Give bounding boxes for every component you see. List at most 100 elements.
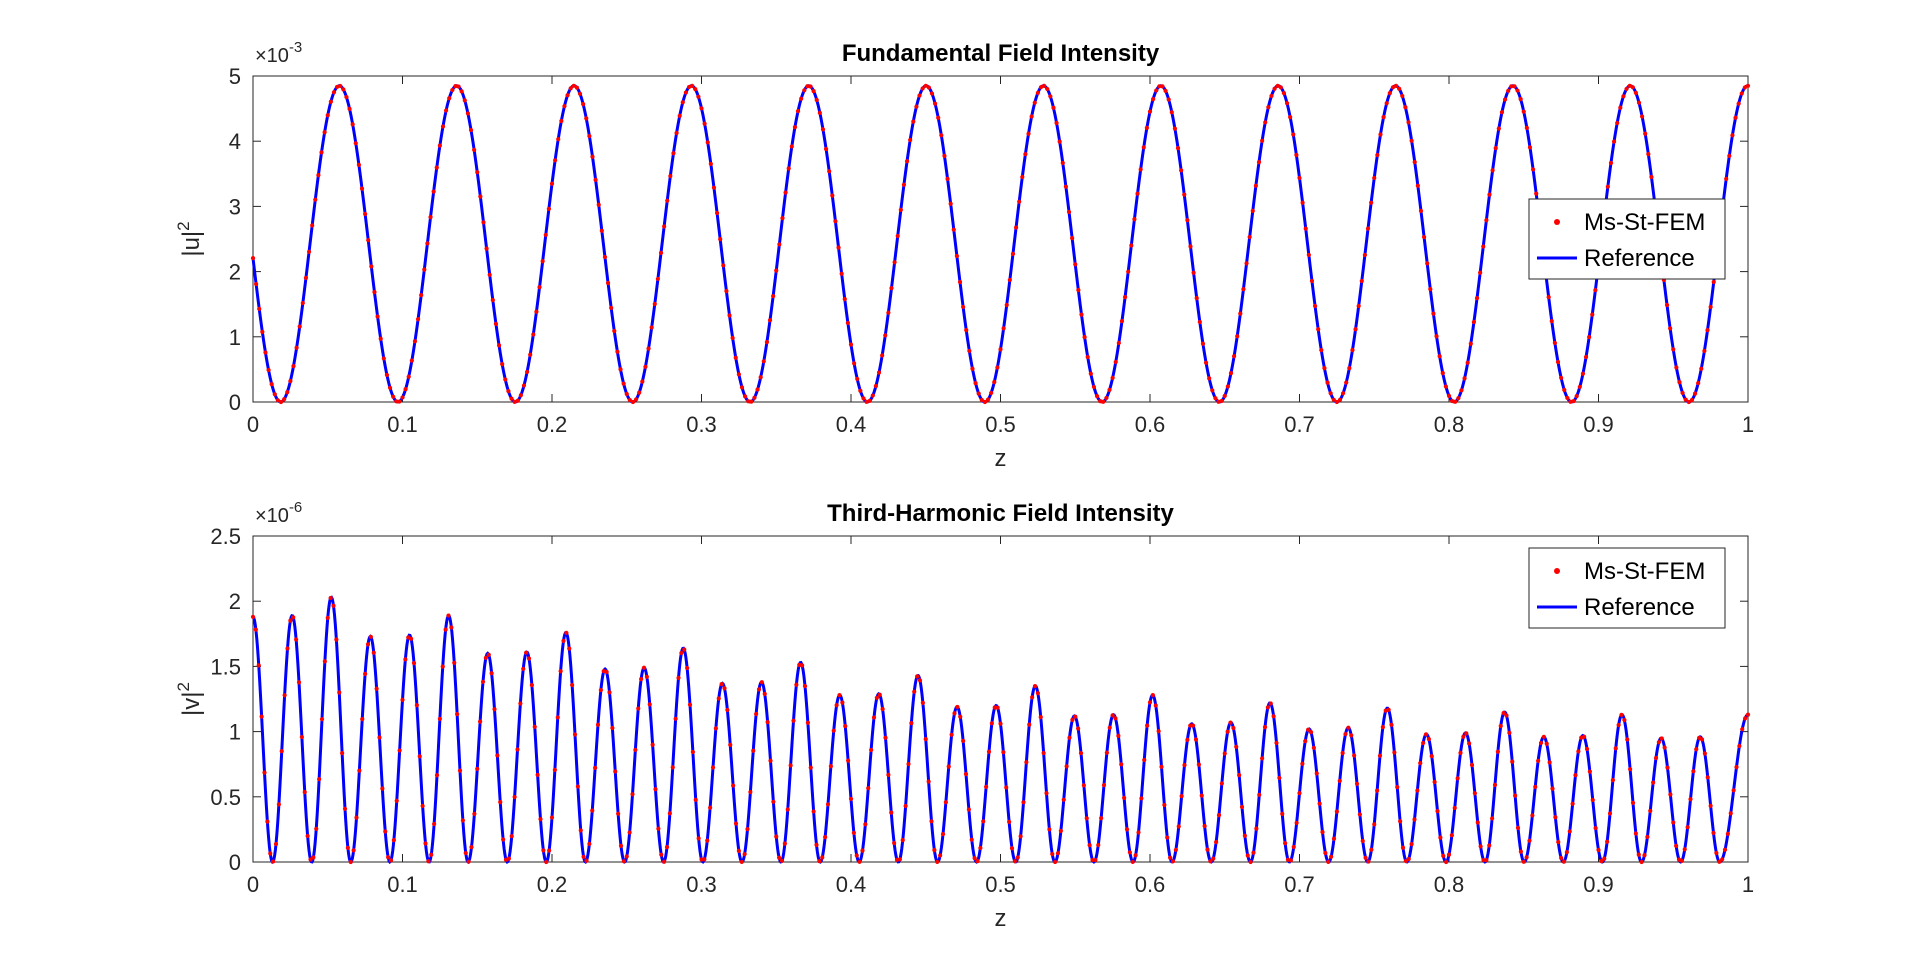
ms-st-fem-point — [266, 367, 271, 373]
x-tick-label: 0.9 — [1583, 872, 1614, 897]
ms-st-fem-point — [833, 219, 838, 224]
ms-st-fem-point — [668, 173, 673, 179]
ms-st-fem-point — [1643, 131, 1648, 136]
ms-st-fem-point — [671, 151, 676, 156]
ms-st-fem-point — [1346, 725, 1351, 730]
ms-st-fem-point — [662, 859, 667, 864]
ms-st-fem-point — [422, 267, 427, 272]
ms-st-fem-point — [961, 304, 966, 310]
ms-st-fem-point — [1616, 722, 1621, 728]
ms-st-fem-point — [1194, 296, 1199, 301]
ms-st-fem-point — [662, 224, 667, 229]
ms-st-fem-point — [426, 859, 431, 864]
ms-st-fem-point — [415, 317, 421, 322]
ms-st-fem-point — [1066, 209, 1072, 215]
ms-st-fem-point — [303, 275, 309, 280]
ms-st-fem-point — [1432, 779, 1437, 785]
ms-st-fem-point — [895, 233, 900, 239]
exponent-label: ×10-6 — [255, 499, 302, 527]
ms-st-fem-point — [342, 806, 348, 811]
ms-st-fem-point — [429, 852, 434, 857]
ms-st-fem-point — [861, 396, 866, 401]
ms-st-fem-point — [524, 650, 529, 655]
ms-st-fem-point — [736, 372, 741, 377]
ms-st-fem-point — [957, 279, 963, 285]
ms-st-fem-point — [1527, 838, 1532, 843]
ms-st-fem-point — [782, 841, 787, 846]
ms-st-fem-point — [483, 655, 488, 660]
ms-st-fem-point — [1035, 691, 1040, 696]
ms-st-fem-point — [1300, 761, 1305, 766]
ms-st-fem-point — [685, 665, 690, 671]
ms-st-fem-point — [612, 328, 617, 334]
y-tick-label: 3 — [229, 194, 241, 219]
ms-st-fem-point — [1425, 261, 1430, 266]
ms-st-fem-point — [406, 374, 411, 379]
ms-st-fem-point — [1515, 825, 1521, 830]
ms-st-fem-point — [989, 390, 994, 396]
ms-st-fem-point — [1312, 303, 1318, 309]
ms-st-fem-point — [1671, 820, 1676, 825]
ms-st-fem-point — [1434, 334, 1439, 339]
ms-st-fem-point — [1553, 815, 1558, 820]
ms-st-fem-point — [1530, 167, 1536, 172]
ms-st-fem-point — [521, 383, 527, 388]
ms-st-fem-point — [492, 707, 497, 712]
ms-st-fem-point — [1156, 729, 1161, 734]
ms-st-fem-point — [749, 399, 754, 404]
ms-st-fem-point — [1283, 841, 1288, 846]
ms-st-fem-point — [1254, 826, 1259, 831]
ms-st-fem-point — [1435, 809, 1440, 814]
y-axis-label: |v|2 — [174, 682, 205, 716]
ms-st-fem-point — [1294, 820, 1299, 826]
ms-st-fem-point — [952, 711, 957, 716]
ms-st-fem-point — [641, 665, 647, 670]
ms-st-fem-point — [1323, 850, 1328, 856]
ms-st-fem-point — [1349, 733, 1354, 738]
ms-st-fem-point — [1026, 131, 1031, 136]
ms-st-fem-point — [425, 241, 430, 246]
ms-st-fem-point — [917, 93, 922, 98]
ms-st-fem-point — [1565, 395, 1570, 401]
y-axis-label: |u|2 — [174, 221, 205, 256]
ms-st-fem-point — [1007, 277, 1012, 283]
ms-st-fem-point — [1136, 830, 1141, 835]
ms-st-fem-point — [1199, 793, 1204, 798]
ms-st-fem-point — [1317, 801, 1322, 806]
ms-st-fem-point — [1061, 797, 1066, 802]
ms-st-fem-point — [1471, 319, 1477, 325]
ms-st-fem-point — [940, 831, 946, 837]
ms-st-fem-point — [1222, 393, 1227, 398]
ms-st-fem-point — [1362, 252, 1368, 258]
ms-st-fem-point — [1651, 780, 1656, 785]
ms-st-fem-point — [1730, 133, 1735, 138]
ms-st-fem-point — [1280, 811, 1285, 816]
x-axis-label: z — [995, 905, 1007, 932]
ms-st-fem-point — [409, 636, 414, 641]
ms-st-fem-point — [1110, 713, 1115, 718]
ms-st-fem-point — [880, 706, 885, 712]
ms-st-fem-point — [1004, 302, 1009, 308]
ms-st-fem-point — [1326, 859, 1331, 864]
ms-st-fem-point — [759, 680, 764, 685]
ms-st-fem-point — [528, 352, 533, 357]
ms-st-fem-point — [1685, 825, 1690, 830]
ms-st-fem-point — [788, 763, 793, 768]
ms-st-fem-point — [998, 721, 1003, 726]
ms-st-fem-point — [299, 734, 304, 740]
ms-st-fem-point — [1067, 735, 1072, 740]
ms-st-fem-point — [607, 690, 612, 695]
ms-st-fem-point — [724, 289, 729, 294]
ms-st-fem-point — [1381, 115, 1386, 120]
ms-st-fem-point — [1235, 334, 1240, 339]
ms-st-fem-point — [1440, 371, 1445, 376]
exponent-base: ×10 — [255, 45, 289, 67]
ms-st-fem-point — [673, 716, 678, 721]
ms-st-fem-point — [1248, 859, 1253, 865]
ms-st-fem-point — [282, 397, 287, 402]
ms-st-fem-point — [693, 87, 698, 92]
ms-st-fem-point — [892, 260, 897, 265]
ms-st-fem-point — [1035, 90, 1040, 95]
ms-st-fem-point — [552, 767, 557, 772]
ms-st-fem-point — [1705, 775, 1710, 780]
